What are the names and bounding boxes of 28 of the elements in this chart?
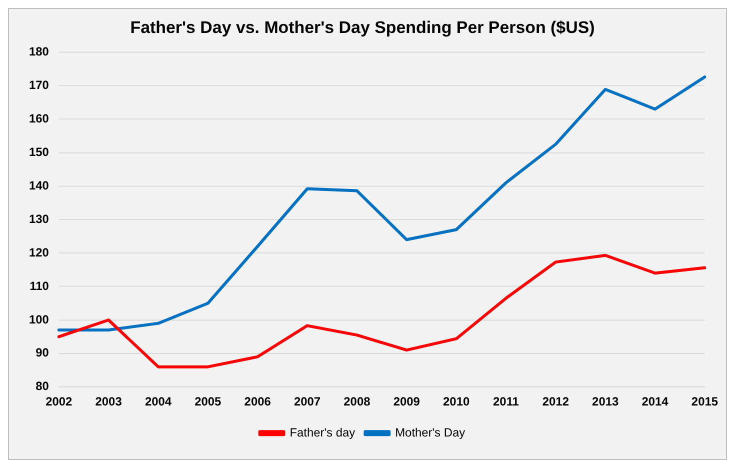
x-tick-label: 2007 bbox=[294, 394, 321, 408]
x-tick-label: 2004 bbox=[144, 394, 172, 408]
x-tick-label: 2014 bbox=[642, 394, 669, 408]
y-tick-label: 150 bbox=[28, 144, 50, 159]
y-tick-label: 160 bbox=[28, 111, 50, 126]
legend-label: Father's day bbox=[290, 425, 356, 440]
x-tick-label: 2009 bbox=[393, 394, 420, 408]
x-tick-label: 2008 bbox=[344, 394, 371, 408]
y-tick-label: 100 bbox=[28, 312, 50, 326]
x-tick-label: 2003 bbox=[95, 394, 122, 408]
x-tick-label: 2002 bbox=[46, 394, 73, 408]
chart-title: Father's Day vs. Mother's Day Spending Per Person ($US) bbox=[130, 18, 595, 37]
y-tick-label: 110 bbox=[30, 278, 50, 293]
x-tick-label: 2011 bbox=[493, 394, 520, 408]
x-tick-label: 2013 bbox=[592, 394, 619, 408]
y-tick-label: 170 bbox=[28, 78, 50, 92]
x-tick-label: 2015 bbox=[691, 394, 718, 408]
y-tick-label: 120 bbox=[28, 245, 50, 260]
x-tick-label: 2012 bbox=[542, 394, 570, 408]
y-tick-label: 90 bbox=[36, 346, 50, 360]
x-tick-label: 2006 bbox=[244, 394, 272, 408]
y-tick-label: 180 bbox=[28, 44, 50, 59]
x-tick-label: 2010 bbox=[443, 394, 470, 408]
x-tick-label: 2005 bbox=[194, 394, 222, 408]
y-tick-label: 130 bbox=[28, 212, 50, 226]
y-tick-label: 80 bbox=[36, 379, 50, 394]
legend-label: Mother's Day bbox=[395, 425, 466, 440]
y-tick-label: 140 bbox=[28, 178, 50, 192]
